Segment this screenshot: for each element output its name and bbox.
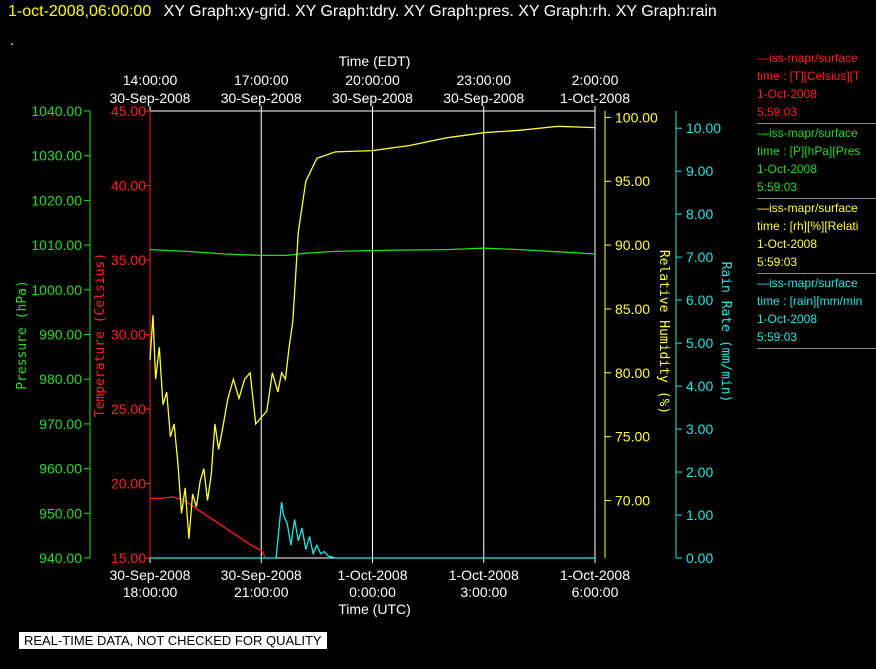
bottom-axis-tick-time: 6:00:00 [572, 584, 619, 600]
rh-series-line [149, 125, 596, 539]
pressure-axis-tick-label: 1000.00 [31, 282, 82, 298]
top-axis-title: Time (EDT) [339, 53, 411, 69]
top-axis-tick-date: 30-Sep-2008 [332, 90, 413, 106]
legend-entry: —iss-mapr/surface time : [rh][%][Relati 1-… [757, 199, 876, 274]
quality-disclaimer: REAL-TIME DATA, NOT CHECKED FOR QUALITY [19, 632, 327, 649]
pressure-axis-tick-label: 1030.00 [31, 148, 82, 164]
header-dot: . [10, 32, 14, 48]
rh-axis-tick-label: 80.00 [615, 365, 650, 381]
legend-entry-line: 5:59:03 [757, 330, 798, 344]
pressure-axis-tick-label: 960.00 [39, 461, 82, 477]
top-axis-tick-date: 30-Sep-2008 [221, 90, 302, 106]
legend-entry-line: —iss-mapr/surface [757, 201, 858, 215]
bottom-axis-tick-date: 30-Sep-2008 [110, 567, 191, 583]
temperature-axis-tick-label: 20.00 [111, 476, 146, 492]
pressure-axis-tick-label: 940.00 [39, 550, 82, 566]
legend-entry-line: 1-Oct-2008 [757, 87, 818, 101]
rain-axis-tick-label: 2.00 [686, 464, 713, 480]
temperature-axis-tick-label: 30.00 [111, 327, 146, 343]
temperature-axis-tick-label: 40.00 [111, 178, 146, 194]
bottom-axis-tick-date: 1-Oct-2008 [560, 567, 630, 583]
pressure-axis-title: Pressure (hPa) [15, 280, 30, 390]
bottom-axis-tick-time: 3:00:00 [460, 584, 507, 600]
bottom-axis-title: Time (UTC) [338, 601, 411, 617]
top-axis-tick-date: 30-Sep-2008 [110, 90, 191, 106]
rain-series-line [150, 502, 595, 559]
pressure-series-line [149, 247, 596, 257]
rain-axis-tick-label: 10.00 [686, 120, 721, 136]
header-date: 1-oct-2008,06:00:00 [8, 3, 152, 20]
legend-entry-line: 5:59:03 [757, 255, 798, 269]
rh-axis-title: Relative Humidity (%) [656, 250, 671, 414]
bottom-axis-tick-time: 21:00:00 [234, 584, 289, 600]
rain-axis-tick-label: 4.00 [686, 378, 713, 394]
rain-axis-tick-label: 0.00 [686, 550, 713, 566]
rh-axis-tick-label: 100.00 [615, 109, 658, 125]
bottom-axis-tick-date: 1-Oct-2008 [449, 567, 519, 583]
legend-entry-line: 5:59:03 [757, 180, 798, 194]
temperature-axis-title: Temperature (Celsius) [93, 253, 108, 417]
legend-entry-line: time : [rain][mm/min [757, 294, 863, 308]
temperature-axis-tick-label: 45.00 [111, 103, 146, 119]
pressure-axis-tick-label: 1010.00 [31, 237, 82, 253]
top-axis-tick-date: 30-Sep-2008 [443, 90, 524, 106]
top-axis-tick-time: 17:00:00 [234, 72, 289, 88]
temperature-series-line [150, 496, 266, 557]
legend-entry-line: 1-Oct-2008 [757, 162, 818, 176]
top-axis-tick-time: 23:00:00 [457, 72, 512, 88]
bottom-axis-tick-time: 0:00:00 [349, 584, 396, 600]
bottom-axis-tick-date: 30-Sep-2008 [221, 567, 302, 583]
top-axis-tick-time: 20:00:00 [345, 72, 400, 88]
header-title: 1-oct-2008,06:00:00 XY Graph:xy-grid. XY… [8, 3, 717, 21]
pressure-axis-tick-label: 950.00 [39, 505, 82, 521]
temperature-axis-tick-label: 35.00 [111, 252, 146, 268]
rain-axis-tick-label: 9.00 [686, 163, 713, 179]
rh-axis-tick-label: 75.00 [615, 429, 650, 445]
pressure-axis-tick-label: 1040.00 [31, 103, 82, 119]
pressure-axis-tick-label: 990.00 [39, 327, 82, 343]
legend-entry-line: —iss-mapr/surface [757, 51, 858, 65]
legend-entry-line: time : [rh][%][Relati [757, 219, 859, 233]
legend-entry: —iss-mapr/surface time : [T][Celsius][T 1-… [757, 49, 876, 124]
rain-axis-tick-label: 8.00 [686, 206, 713, 222]
chart-legend: —iss-mapr/surface time : [T][Celsius][T 1-… [757, 49, 876, 349]
rain-axis-tick-label: 7.00 [686, 249, 713, 265]
legend-entry: —iss-mapr/surface time : [rain][mm/min 1-O… [757, 274, 876, 349]
top-axis-tick-date: 1-Oct-2008 [560, 90, 630, 106]
pressure-axis-tick-label: 980.00 [39, 371, 82, 387]
rain-axis-title: Rain Rate (mm/min) [718, 262, 733, 403]
bottom-axis-tick-date: 1-Oct-2008 [337, 567, 407, 583]
pressure-axis-tick-label: 1020.00 [31, 192, 82, 208]
bottom-axis-tick-time: 18:00:00 [123, 584, 178, 600]
rain-axis-tick-label: 5.00 [686, 335, 713, 351]
legend-entry-line: —iss-mapr/surface [757, 126, 858, 140]
temperature-axis-tick-label: 15.00 [111, 550, 146, 566]
pressure-axis-tick-label: 970.00 [39, 416, 82, 432]
rh-axis-tick-label: 95.00 [615, 173, 650, 189]
top-axis-tick-time: 2:00:00 [572, 72, 619, 88]
header-graph-list: XY Graph:xy-grid. XY Graph:tdry. XY Grap… [163, 3, 717, 20]
legend-entry-line: time : [T][Celsius][T [757, 69, 861, 83]
legend-entry: —iss-mapr/surface time : [P][hPa][Pres 1-O… [757, 124, 876, 199]
rh-axis-tick-label: 85.00 [615, 301, 650, 317]
rh-axis-tick-label: 90.00 [615, 237, 650, 253]
rain-axis-tick-label: 1.00 [686, 507, 713, 523]
rh-axis-tick-label: 70.00 [615, 493, 650, 509]
rain-axis-tick-label: 3.00 [686, 421, 713, 437]
legend-entry-line: 1-Oct-2008 [757, 312, 818, 326]
legend-entry-line: —iss-mapr/surface [757, 276, 858, 290]
top-axis-tick-time: 14:00:00 [123, 72, 178, 88]
temperature-axis-tick-label: 25.00 [111, 401, 146, 417]
legend-entry-line: 5:59:03 [757, 105, 798, 119]
legend-entry-line: 1-Oct-2008 [757, 237, 818, 251]
rain-axis-tick-label: 6.00 [686, 292, 713, 308]
legend-entry-line: time : [P][hPa][Pres [757, 144, 861, 158]
